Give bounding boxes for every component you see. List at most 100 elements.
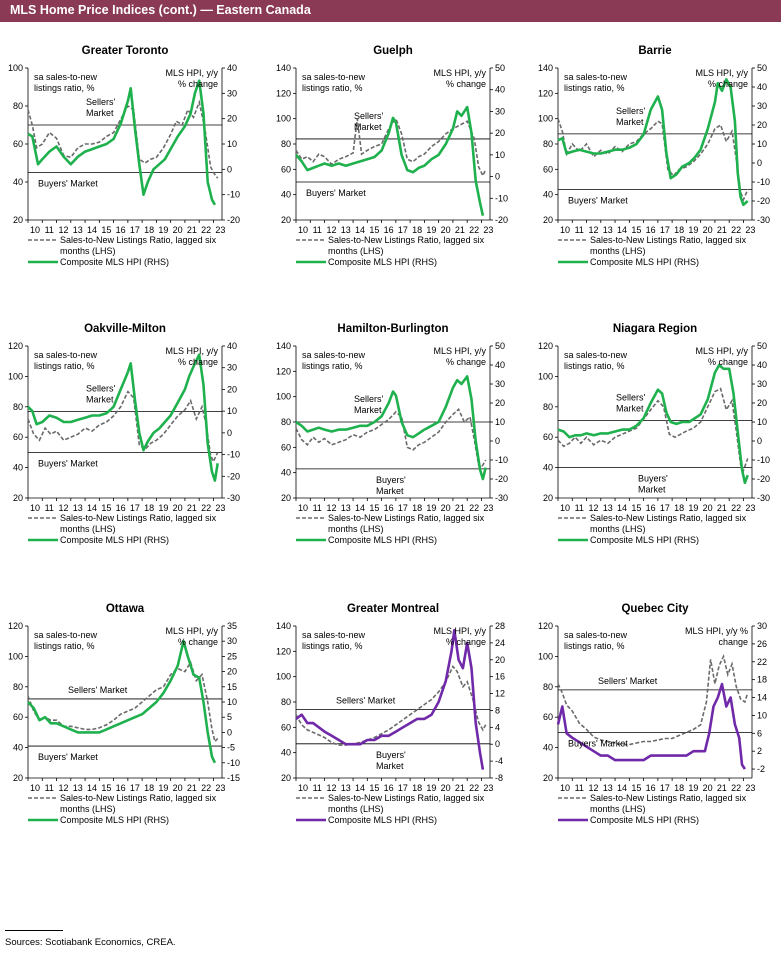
x-axis-tick-label: 21: [187, 503, 197, 513]
rhs-axis-label: MLS HPI, y/y% change: [165, 346, 218, 367]
x-axis-tick-label: 11: [45, 225, 54, 235]
x-axis-tick-label: 22: [731, 783, 741, 793]
x-axis-tick-label: 17: [660, 783, 670, 793]
right-axis-tick-label: 35: [227, 621, 237, 631]
right-axis-tick-label: -30: [757, 493, 770, 503]
report-header: MLS Home Price Indices (cont.) — Eastern…: [0, 0, 781, 22]
composite-mls-hpi-line: [27, 639, 217, 764]
x-axis-tick-label: 13: [603, 783, 613, 793]
left-axis-tick-label: 20: [543, 493, 553, 503]
x-axis-tick-label: 16: [384, 783, 394, 793]
left-axis-tick-label: 140: [276, 621, 291, 631]
lhs-axis-label: sa sales-to-new listings ratio, %: [302, 350, 366, 371]
x-axis-tick-label: 23: [745, 783, 755, 793]
x-axis-tick-label: 15: [101, 225, 111, 235]
sellers-market-label: Sellers' Market: [354, 111, 384, 132]
sales-to-new-listings-ratio-line: [557, 118, 749, 202]
x-axis-tick-label: 14: [355, 503, 365, 513]
rhs-axis-label: MLS HPI, y/y% change: [695, 346, 748, 367]
left-axis-tick-label: 40: [543, 743, 553, 753]
x-axis-tick-label: 20: [703, 225, 713, 235]
x-axis-tick-label: 11: [313, 783, 322, 793]
left-axis-tick-label: 100: [538, 371, 553, 381]
left-axis-tick-label: 60: [543, 164, 553, 174]
x-axis-tick-label: 23: [483, 503, 493, 513]
lhs-axis-label: sa sales-to-new listings ratio, %: [302, 72, 366, 93]
left-axis-tick-label: 40: [13, 177, 23, 187]
sellers-market-label: Sellers' Market: [616, 392, 646, 413]
chart-title: Ottawa: [106, 603, 145, 615]
right-axis-tick-label: 10: [495, 150, 505, 160]
x-axis-tick-label: 20: [441, 503, 451, 513]
legend-ratio-label: Sales-to-New Listings Ratio, lagged six: [590, 793, 747, 803]
x-axis-tick-label: 22: [201, 783, 211, 793]
right-axis-tick-label: 20: [495, 128, 505, 138]
right-axis-tick-label: 30: [495, 379, 505, 389]
composite-mls-hpi-line: [27, 79, 217, 206]
left-axis-tick-label: 80: [543, 402, 553, 412]
right-axis-tick-label: -2: [757, 764, 765, 774]
buyers-market-label: Buyers' Market: [306, 188, 366, 198]
right-axis-tick-label: 30: [757, 379, 767, 389]
chart-quebec-city: Quebec City 20 40 60 80 100 120 -2 2 6 10 14 18 22 26 3…: [530, 598, 780, 868]
right-axis-tick-label: 40: [757, 360, 767, 370]
buyers-market-label: Buyers' Market: [638, 474, 668, 495]
legend-ratio-label: Sales-to-New Listings Ratio, lagged six: [328, 793, 485, 803]
chart-svg: Greater Toronto 20 40 60 80 100 -20 -10 0 10 20 30 4…: [8, 45, 240, 267]
legend-hpi-label: Composite MLS HPI (RHS): [60, 815, 169, 825]
right-axis-tick-label: 20: [495, 655, 505, 665]
right-axis-tick-label: 20: [495, 398, 505, 408]
x-axis-tick-label: 12: [59, 783, 69, 793]
legend-ratio-label-cont: months (LHS): [590, 804, 646, 814]
x-axis-tick-label: 20: [703, 503, 713, 513]
x-axis-tick-label: 21: [187, 225, 197, 235]
left-axis-tick-label: 120: [8, 341, 23, 351]
x-axis-tick-label: 12: [327, 503, 337, 513]
x-axis-tick-label: 18: [412, 225, 422, 235]
right-axis-tick-label: 30: [757, 621, 767, 631]
right-axis-tick-label: -15: [227, 773, 240, 783]
sales-to-new-listings-ratio-line: [295, 407, 487, 469]
x-axis-tick-label: 12: [589, 503, 599, 513]
x-axis-tick-label: 19: [688, 783, 698, 793]
x-axis-tick-label: 19: [426, 225, 436, 235]
right-axis-tick-label: -20: [495, 474, 508, 484]
x-axis-tick-label: 13: [603, 503, 613, 513]
x-axis-tick-label: 12: [589, 783, 599, 793]
x-axis-tick-label: 15: [369, 503, 379, 513]
buyers-market-label: Buyers' Market: [38, 458, 98, 468]
composite-mls-hpi-line: [295, 628, 485, 770]
right-axis-tick-label: 40: [227, 341, 237, 351]
right-axis-tick-label: -30: [757, 215, 770, 225]
buyers-market-label: Buyers' Market: [38, 752, 98, 762]
right-axis-tick-label: 30: [227, 363, 237, 373]
right-axis-tick-label: -20: [227, 471, 240, 481]
right-axis-tick-label: 10: [227, 697, 237, 707]
right-axis-tick-label: -10: [495, 193, 508, 203]
right-axis-tick-label: 5: [227, 712, 232, 722]
x-axis-tick-label: 12: [59, 503, 69, 513]
right-axis-tick-label: 40: [495, 85, 505, 95]
rhs-axis-label: MLS HPI, y/y% change: [433, 68, 486, 89]
right-axis-tick-label: 10: [757, 710, 767, 720]
left-axis-tick-label: 40: [543, 463, 553, 473]
x-axis-tick-label: 17: [130, 503, 140, 513]
x-axis-tick-label: 20: [441, 225, 451, 235]
left-axis-tick-label: 60: [13, 712, 23, 722]
right-axis-tick-label: 20: [757, 120, 767, 130]
left-axis-tick-label: 60: [543, 712, 553, 722]
x-axis-tick-label: 23: [215, 783, 225, 793]
x-axis-tick-label: 12: [589, 225, 599, 235]
left-axis-tick-label: 120: [276, 88, 291, 98]
x-axis-tick-label: 11: [575, 225, 584, 235]
x-axis-tick-label: 17: [130, 783, 140, 793]
sales-to-new-listings-ratio-line: [27, 390, 219, 464]
chart-title: Hamilton-Burlington: [337, 323, 448, 335]
right-axis-tick-label: 10: [227, 406, 237, 416]
right-axis-tick-label: 2: [757, 746, 762, 756]
rhs-axis-label: MLS HPI, y/y % change: [685, 626, 748, 647]
lhs-axis-label: sa sales-to-new listings ratio, %: [302, 630, 366, 651]
x-axis-tick-label: 11: [575, 783, 584, 793]
left-axis-tick-label: 80: [543, 682, 553, 692]
x-axis-tick-label: 19: [426, 503, 436, 513]
